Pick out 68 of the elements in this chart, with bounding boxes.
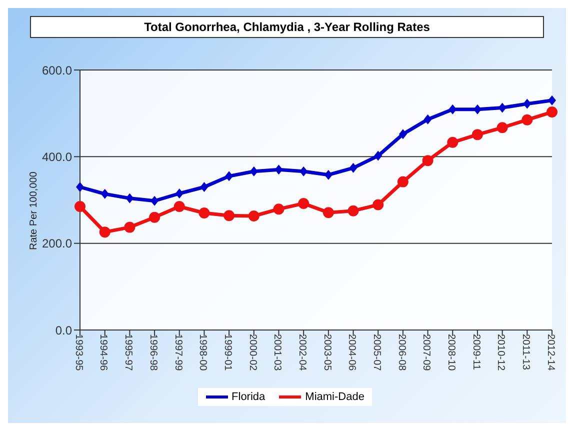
point — [397, 176, 408, 188]
point — [546, 106, 558, 118]
point — [250, 166, 258, 176]
point — [496, 122, 508, 134]
point — [100, 188, 109, 199]
x-tick-label: 2005-07 — [371, 334, 382, 372]
point — [349, 162, 358, 173]
point — [175, 188, 184, 198]
x-tick-label: 1993-95 — [72, 334, 84, 372]
y-tick-label: 600.0 — [42, 63, 72, 78]
x-tick-label: 2012-14 — [544, 334, 556, 372]
point — [374, 150, 382, 161]
x-tick-label: 2011-13 — [520, 334, 532, 370]
point — [74, 201, 86, 212]
y-axis-title: Rate Per 100,000 — [28, 171, 40, 250]
point — [274, 164, 283, 175]
point — [126, 193, 134, 204]
x-tick-label: 2008-10 — [446, 334, 457, 372]
point — [348, 205, 359, 216]
point — [76, 182, 84, 192]
point — [522, 114, 533, 126]
x-tick-label: 1994-96 — [98, 334, 109, 372]
x-tick-label: 2003-05 — [321, 334, 332, 372]
y-tick-label: 0.0 — [55, 323, 72, 338]
legend-label: Miami-Dade — [304, 391, 364, 403]
x-tick-label: 1996-98 — [147, 334, 158, 372]
point — [523, 98, 532, 109]
point — [273, 204, 284, 215]
point — [424, 114, 432, 124]
point — [174, 201, 185, 212]
point — [372, 199, 384, 210]
point — [447, 136, 458, 148]
point — [398, 129, 407, 140]
point — [198, 208, 210, 218]
point — [225, 171, 234, 182]
point — [448, 104, 457, 114]
point — [248, 210, 260, 222]
x-tick-label: 2000-02 — [246, 334, 258, 372]
point — [149, 212, 160, 223]
x-tick-label: 1995-97 — [122, 334, 134, 372]
point — [473, 104, 482, 114]
chart-title: Total Gonorrhea, Chlamydia , 3-Year Rolling Rates — [30, 16, 544, 38]
point — [322, 207, 334, 218]
x-tick-label: 2002-04 — [296, 334, 308, 372]
legend-label: Florida — [230, 391, 266, 403]
point — [298, 198, 310, 209]
point — [422, 155, 434, 166]
y-tick-label: 200.0 — [42, 236, 72, 251]
x-tick-label: 2001-03 — [272, 334, 283, 372]
x-tick-label: 2006-08 — [396, 334, 407, 372]
point — [224, 210, 235, 222]
point — [200, 182, 208, 192]
x-tick-label: 2010-12 — [495, 334, 506, 372]
x-tick-label: 1999-01 — [222, 334, 233, 372]
x-tick-label: 1997-99 — [172, 334, 184, 372]
point — [548, 95, 556, 106]
x-tick-label: 2007-09 — [420, 334, 432, 372]
point — [124, 222, 136, 233]
x-tick-label: 2004-06 — [346, 334, 358, 372]
y-tick-label: 400.0 — [42, 150, 72, 164]
point — [300, 166, 308, 176]
x-tick-label: 2009-11 — [470, 334, 482, 370]
point — [498, 102, 506, 113]
point — [472, 129, 483, 140]
point — [324, 170, 332, 180]
point — [99, 226, 110, 238]
x-tick-label: 1998-00 — [197, 334, 208, 372]
point — [150, 196, 159, 206]
